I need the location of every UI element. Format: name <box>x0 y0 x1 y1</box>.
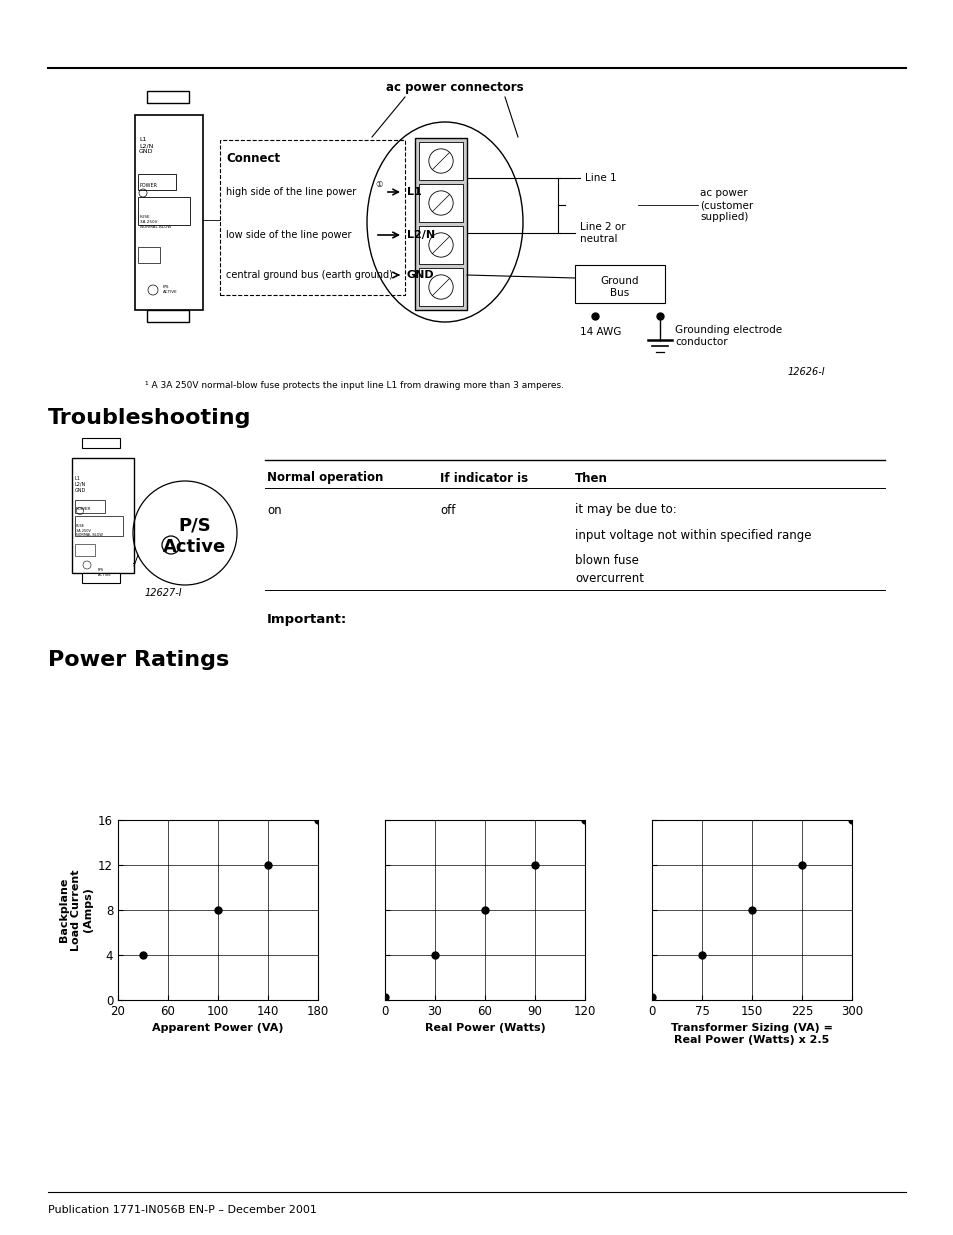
Bar <box>75 516 123 536</box>
Text: L1
L2/N
GND: L1 L2/N GND <box>75 475 86 493</box>
Text: Troubleshooting: Troubleshooting <box>48 408 252 429</box>
Text: FUSE
3A 250V
NORMAL BLOW: FUSE 3A 250V NORMAL BLOW <box>140 215 172 228</box>
Text: blown fuse: blown fuse <box>575 553 639 567</box>
Bar <box>575 266 664 303</box>
Text: Line 1: Line 1 <box>584 173 616 183</box>
Text: GND: GND <box>407 270 435 280</box>
Text: it may be due to:: it may be due to: <box>575 504 676 516</box>
Text: If indicator is: If indicator is <box>439 472 528 484</box>
Text: Active: Active <box>163 538 227 556</box>
Text: Line 2 or
neutral: Line 2 or neutral <box>579 222 625 243</box>
Text: off: off <box>439 504 455 516</box>
Text: L1: L1 <box>407 186 421 198</box>
Text: P/S
ACTIVE: P/S ACTIVE <box>98 568 112 577</box>
Text: on: on <box>267 504 281 516</box>
Text: Publication 1771-IN056B EN-P – December 2001: Publication 1771-IN056B EN-P – December … <box>48 1205 316 1215</box>
Text: 12626-I: 12626-I <box>786 367 824 377</box>
Text: input voltage not within specified range: input voltage not within specified range <box>575 529 811 541</box>
Bar <box>415 138 467 310</box>
Bar <box>71 458 133 573</box>
Text: 14 AWG: 14 AWG <box>579 327 620 337</box>
Bar <box>138 174 175 190</box>
Text: P/S: P/S <box>178 516 212 534</box>
Bar <box>418 142 462 180</box>
Bar <box>220 140 405 295</box>
Bar <box>147 91 189 103</box>
Bar <box>138 247 160 263</box>
Text: Grounding electrode
conductor: Grounding electrode conductor <box>675 325 781 347</box>
Text: FUSE
3A 250V
NORMAL BLOW: FUSE 3A 250V NORMAL BLOW <box>76 524 103 537</box>
Bar <box>418 226 462 264</box>
Text: L1
L2/N
GND: L1 L2/N GND <box>139 137 153 154</box>
X-axis label: Real Power (Watts): Real Power (Watts) <box>424 1024 545 1034</box>
Text: central ground bus (earth ground): central ground bus (earth ground) <box>226 270 393 280</box>
Bar <box>82 438 120 448</box>
X-axis label: Transformer Sizing (VA) =
Real Power (Watts) x 2.5: Transformer Sizing (VA) = Real Power (Wa… <box>670 1024 832 1045</box>
Text: ¹ A 3A 250V normal-blow fuse protects the input line L1 from drawing more than 3: ¹ A 3A 250V normal-blow fuse protects th… <box>145 380 563 389</box>
Bar <box>418 268 462 306</box>
Bar <box>75 543 95 556</box>
Text: L2/N: L2/N <box>407 230 435 240</box>
Text: Power Ratings: Power Ratings <box>48 650 229 671</box>
Text: Then: Then <box>575 472 607 484</box>
Text: POWER: POWER <box>140 183 158 188</box>
Bar <box>147 310 189 322</box>
Text: P/S
ACTIVE: P/S ACTIVE <box>163 285 177 294</box>
Text: 12627-I: 12627-I <box>145 588 182 598</box>
Bar <box>82 573 120 583</box>
Bar <box>418 184 462 222</box>
Text: Important:: Important: <box>267 614 347 626</box>
Text: Normal operation: Normal operation <box>267 472 383 484</box>
Text: Ground
Bus: Ground Bus <box>600 277 639 298</box>
Text: ①: ① <box>375 180 382 189</box>
Y-axis label: Backplane
Load Current
(Amps): Backplane Load Current (Amps) <box>59 869 92 951</box>
Text: high side of the line power: high side of the line power <box>226 186 355 198</box>
Bar <box>75 500 105 513</box>
Bar <box>135 115 203 310</box>
Text: low side of the line power: low side of the line power <box>226 230 351 240</box>
Text: POWER: POWER <box>76 508 91 511</box>
X-axis label: Apparent Power (VA): Apparent Power (VA) <box>152 1024 283 1034</box>
Text: Connect: Connect <box>226 152 280 164</box>
Text: overcurrent: overcurrent <box>575 572 643 584</box>
Text: ac power
(customer
supplied): ac power (customer supplied) <box>700 189 753 221</box>
Text: ac power connectors: ac power connectors <box>386 82 523 95</box>
Bar <box>138 198 190 225</box>
